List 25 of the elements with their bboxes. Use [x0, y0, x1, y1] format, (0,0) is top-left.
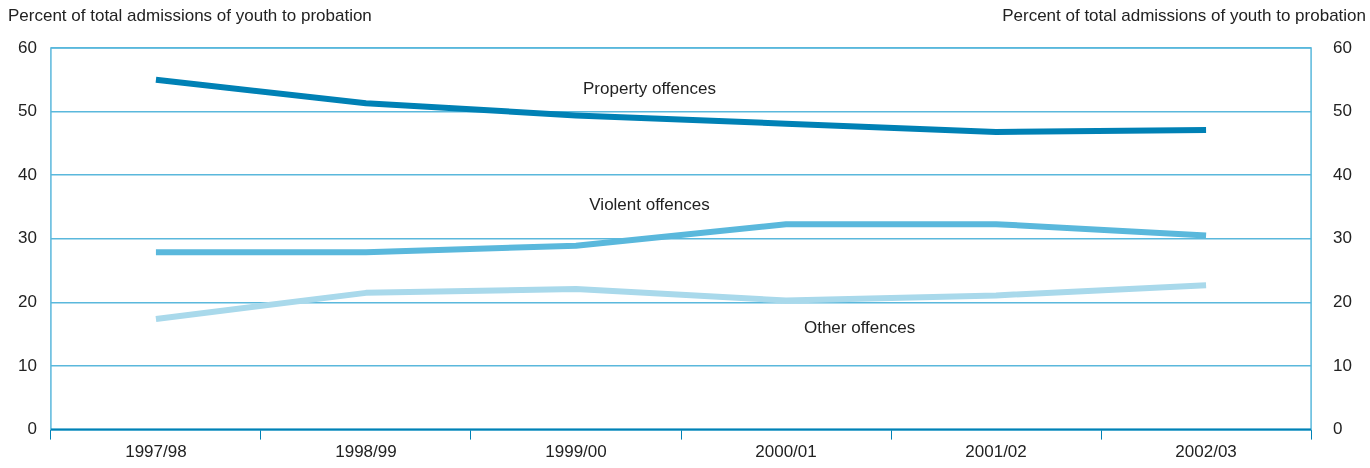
y2-tick-label: 10 — [1333, 355, 1353, 375]
x-tick-label: 1997/98 — [125, 442, 187, 462]
x-tick-label: 1999/00 — [545, 442, 607, 462]
y-tick-label: 0 — [27, 419, 37, 439]
y-axis-title: Percent of total admissions of youth to probation — [8, 6, 372, 26]
x-tick-label: 1998/99 — [335, 442, 397, 462]
y2-tick-label: 30 — [1333, 228, 1353, 248]
y2-tick-label: 20 — [1333, 292, 1353, 312]
x-tick-label: 2000/01 — [755, 442, 817, 462]
y2-tick-label: 0 — [1333, 419, 1343, 439]
x-tick-label: 2001/02 — [965, 442, 1027, 462]
y-tick-label: 20 — [17, 292, 37, 312]
y-tick-label: 40 — [17, 164, 37, 184]
x-tick-label: 2002/03 — [1175, 442, 1237, 462]
series-label: Other offences — [803, 317, 916, 337]
y2-tick-label: 40 — [1333, 164, 1353, 184]
y-tick-label: 30 — [17, 228, 37, 248]
y-tick-label: 60 — [17, 37, 37, 57]
series-label: Property offences — [583, 79, 716, 99]
y-tick-label: 50 — [17, 101, 37, 121]
y2-axis-title: Percent of total admissions of youth to probation — [1002, 6, 1366, 26]
series-label: Violent offences — [589, 194, 710, 214]
y2-tick-label: 60 — [1333, 37, 1353, 57]
y2-tick-label: 50 — [1333, 101, 1353, 121]
y-tick-label: 10 — [17, 355, 37, 375]
